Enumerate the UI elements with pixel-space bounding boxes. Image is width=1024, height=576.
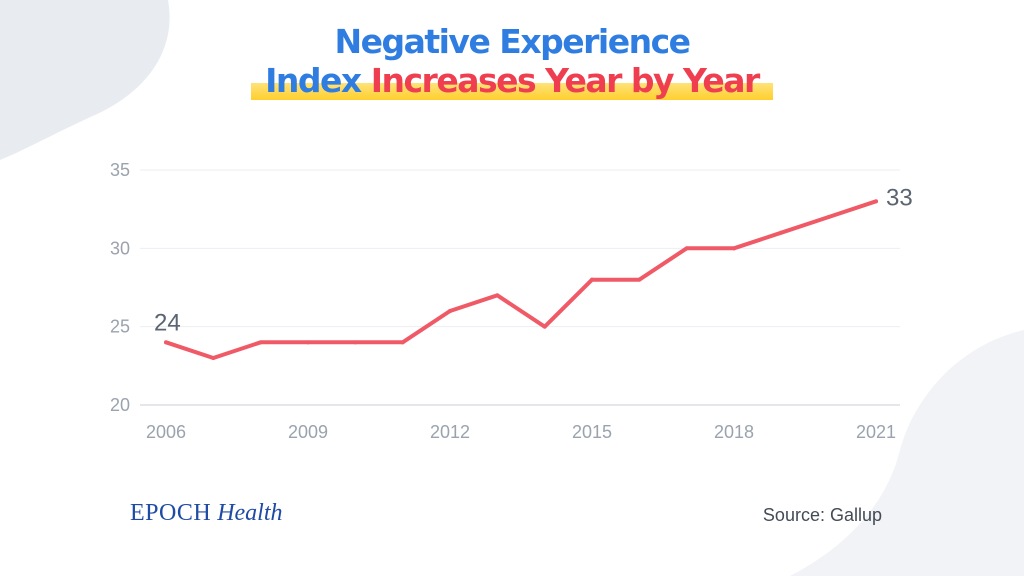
x-tick-label: 2021 xyxy=(856,422,896,442)
series-line xyxy=(164,199,878,360)
data-point xyxy=(637,277,642,282)
data-point xyxy=(353,340,358,345)
data-point xyxy=(684,246,689,251)
data-point xyxy=(448,309,452,313)
y-tick-label: 25 xyxy=(110,317,130,337)
x-tick-label: 2009 xyxy=(288,422,328,442)
data-label: 24 xyxy=(154,309,181,336)
brand-epoch: EPOCH xyxy=(130,500,212,526)
x-tick-label: 2018 xyxy=(714,422,754,442)
y-tick-label: 20 xyxy=(110,395,130,415)
source-note: Source: Gallup xyxy=(762,505,882,525)
x-tick-label: 2012 xyxy=(430,422,470,442)
brand-logo: EPOCH Health xyxy=(130,500,283,527)
data-point xyxy=(258,340,263,345)
chart-title: Negative Experience Index Increases Year… xyxy=(0,22,1024,100)
y-tick-label: 30 xyxy=(110,238,130,258)
y-tick-label: 35 xyxy=(110,160,130,180)
data-point xyxy=(495,293,500,298)
title-line-1: Negative Experience xyxy=(334,22,691,61)
x-tick-label: 2015 xyxy=(572,422,612,442)
data-point xyxy=(826,215,831,219)
data-point xyxy=(542,324,547,329)
data-point xyxy=(400,340,405,345)
data-label: 33 xyxy=(886,184,913,211)
brand-health: Health xyxy=(217,500,283,526)
x-tick-label: 2006 xyxy=(146,422,186,442)
data-point xyxy=(306,340,310,345)
data-point xyxy=(590,277,594,282)
title-word-index: Index xyxy=(265,61,362,100)
data-point xyxy=(164,340,168,345)
data-point xyxy=(732,246,736,251)
title-highlight-text: Increases Year by Year xyxy=(370,61,761,100)
data-point xyxy=(779,230,784,235)
title-line-2: Index Increases Year by Year xyxy=(251,62,773,100)
data-point xyxy=(211,356,216,360)
data-point xyxy=(874,199,878,204)
